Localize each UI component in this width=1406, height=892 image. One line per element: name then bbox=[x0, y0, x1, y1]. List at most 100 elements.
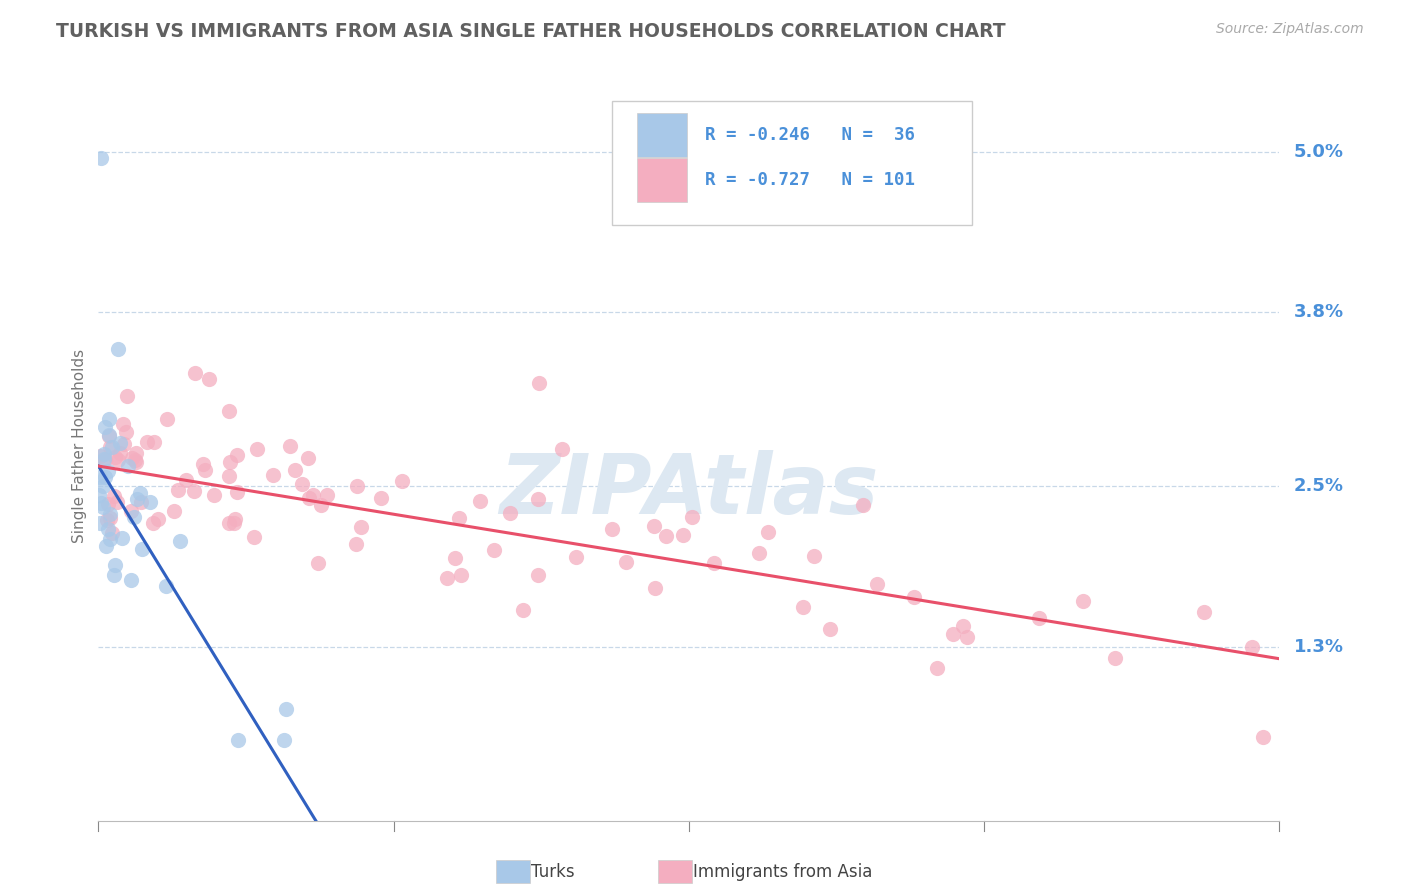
Point bbox=[90, 496, 112, 510]
Point bbox=[127, 491, 149, 506]
Point bbox=[97, 412, 120, 426]
Point bbox=[218, 516, 240, 530]
Point bbox=[89, 469, 111, 483]
Text: 1.3%: 1.3% bbox=[1294, 638, 1344, 656]
Point bbox=[125, 446, 148, 460]
Point bbox=[218, 469, 240, 483]
Point bbox=[135, 435, 157, 450]
Point bbox=[121, 450, 143, 465]
Point bbox=[655, 529, 678, 543]
Point bbox=[87, 488, 110, 502]
Point bbox=[747, 546, 769, 560]
Point bbox=[93, 452, 115, 467]
Point bbox=[128, 485, 150, 500]
Point bbox=[756, 524, 779, 539]
Point bbox=[262, 468, 284, 483]
Point bbox=[792, 600, 814, 615]
Point bbox=[107, 453, 129, 467]
Text: Turks: Turks bbox=[531, 863, 575, 881]
FancyBboxPatch shape bbox=[612, 102, 973, 225]
Point bbox=[243, 530, 266, 544]
Point bbox=[103, 450, 125, 464]
Point bbox=[146, 512, 169, 526]
Point bbox=[344, 536, 367, 550]
Point bbox=[122, 510, 145, 524]
Point bbox=[436, 571, 458, 585]
Point bbox=[280, 439, 302, 453]
Point bbox=[98, 507, 121, 521]
Point bbox=[117, 459, 139, 474]
Point bbox=[527, 568, 550, 582]
Point bbox=[274, 701, 297, 715]
Point bbox=[284, 462, 307, 476]
Point bbox=[527, 376, 550, 391]
Point bbox=[138, 495, 160, 509]
Point bbox=[246, 442, 269, 456]
Point bbox=[309, 498, 332, 512]
Point bbox=[155, 579, 177, 593]
Point bbox=[315, 488, 337, 502]
Point bbox=[91, 500, 114, 515]
Point bbox=[1251, 731, 1274, 745]
Point bbox=[346, 479, 368, 493]
Point bbox=[927, 660, 949, 674]
Text: ZIPAtlas: ZIPAtlas bbox=[499, 450, 879, 532]
Point bbox=[273, 733, 295, 747]
Point bbox=[1192, 605, 1215, 619]
Point bbox=[226, 733, 249, 747]
Point bbox=[307, 556, 329, 570]
Point bbox=[903, 590, 925, 604]
Point bbox=[143, 435, 166, 450]
Point bbox=[644, 581, 666, 595]
Point bbox=[818, 622, 841, 636]
Point bbox=[112, 417, 135, 431]
Point bbox=[450, 568, 472, 582]
Point bbox=[103, 568, 125, 582]
Point bbox=[120, 574, 142, 588]
Point bbox=[156, 412, 179, 426]
Point bbox=[218, 404, 240, 418]
Point bbox=[1241, 640, 1264, 654]
Point bbox=[202, 488, 225, 502]
Point bbox=[97, 429, 120, 443]
Y-axis label: Single Father Households: Single Father Households bbox=[72, 349, 87, 543]
Point bbox=[1104, 651, 1126, 665]
Point bbox=[614, 555, 637, 569]
Point bbox=[194, 463, 217, 477]
Point bbox=[163, 504, 186, 518]
Point bbox=[952, 619, 974, 633]
Point bbox=[942, 627, 965, 641]
Point bbox=[131, 541, 153, 556]
Point bbox=[93, 447, 115, 461]
Text: R = -0.246   N =  36: R = -0.246 N = 36 bbox=[706, 126, 915, 144]
Point bbox=[391, 474, 413, 488]
Point bbox=[565, 549, 588, 564]
Point bbox=[89, 449, 111, 463]
Text: Source: ZipAtlas.com: Source: ZipAtlas.com bbox=[1216, 22, 1364, 37]
Point bbox=[91, 478, 114, 492]
Point bbox=[703, 556, 725, 570]
Point bbox=[291, 476, 314, 491]
Point bbox=[482, 543, 505, 558]
Point bbox=[94, 419, 117, 434]
FancyBboxPatch shape bbox=[637, 158, 686, 202]
Point bbox=[174, 473, 197, 487]
Point bbox=[124, 453, 146, 467]
Point bbox=[852, 498, 875, 512]
Point bbox=[142, 516, 165, 530]
Point bbox=[298, 491, 321, 505]
Point bbox=[89, 516, 111, 530]
Point bbox=[169, 533, 191, 548]
Point bbox=[297, 450, 319, 465]
Point bbox=[96, 513, 118, 527]
Point bbox=[112, 437, 135, 451]
Text: R = -0.727   N = 101: R = -0.727 N = 101 bbox=[706, 171, 915, 189]
Point bbox=[350, 520, 373, 534]
Point bbox=[97, 497, 120, 511]
Point bbox=[225, 449, 247, 463]
Point bbox=[499, 506, 522, 520]
Point bbox=[125, 455, 148, 469]
Point bbox=[90, 151, 112, 165]
Point bbox=[512, 603, 534, 617]
Point bbox=[104, 558, 127, 572]
